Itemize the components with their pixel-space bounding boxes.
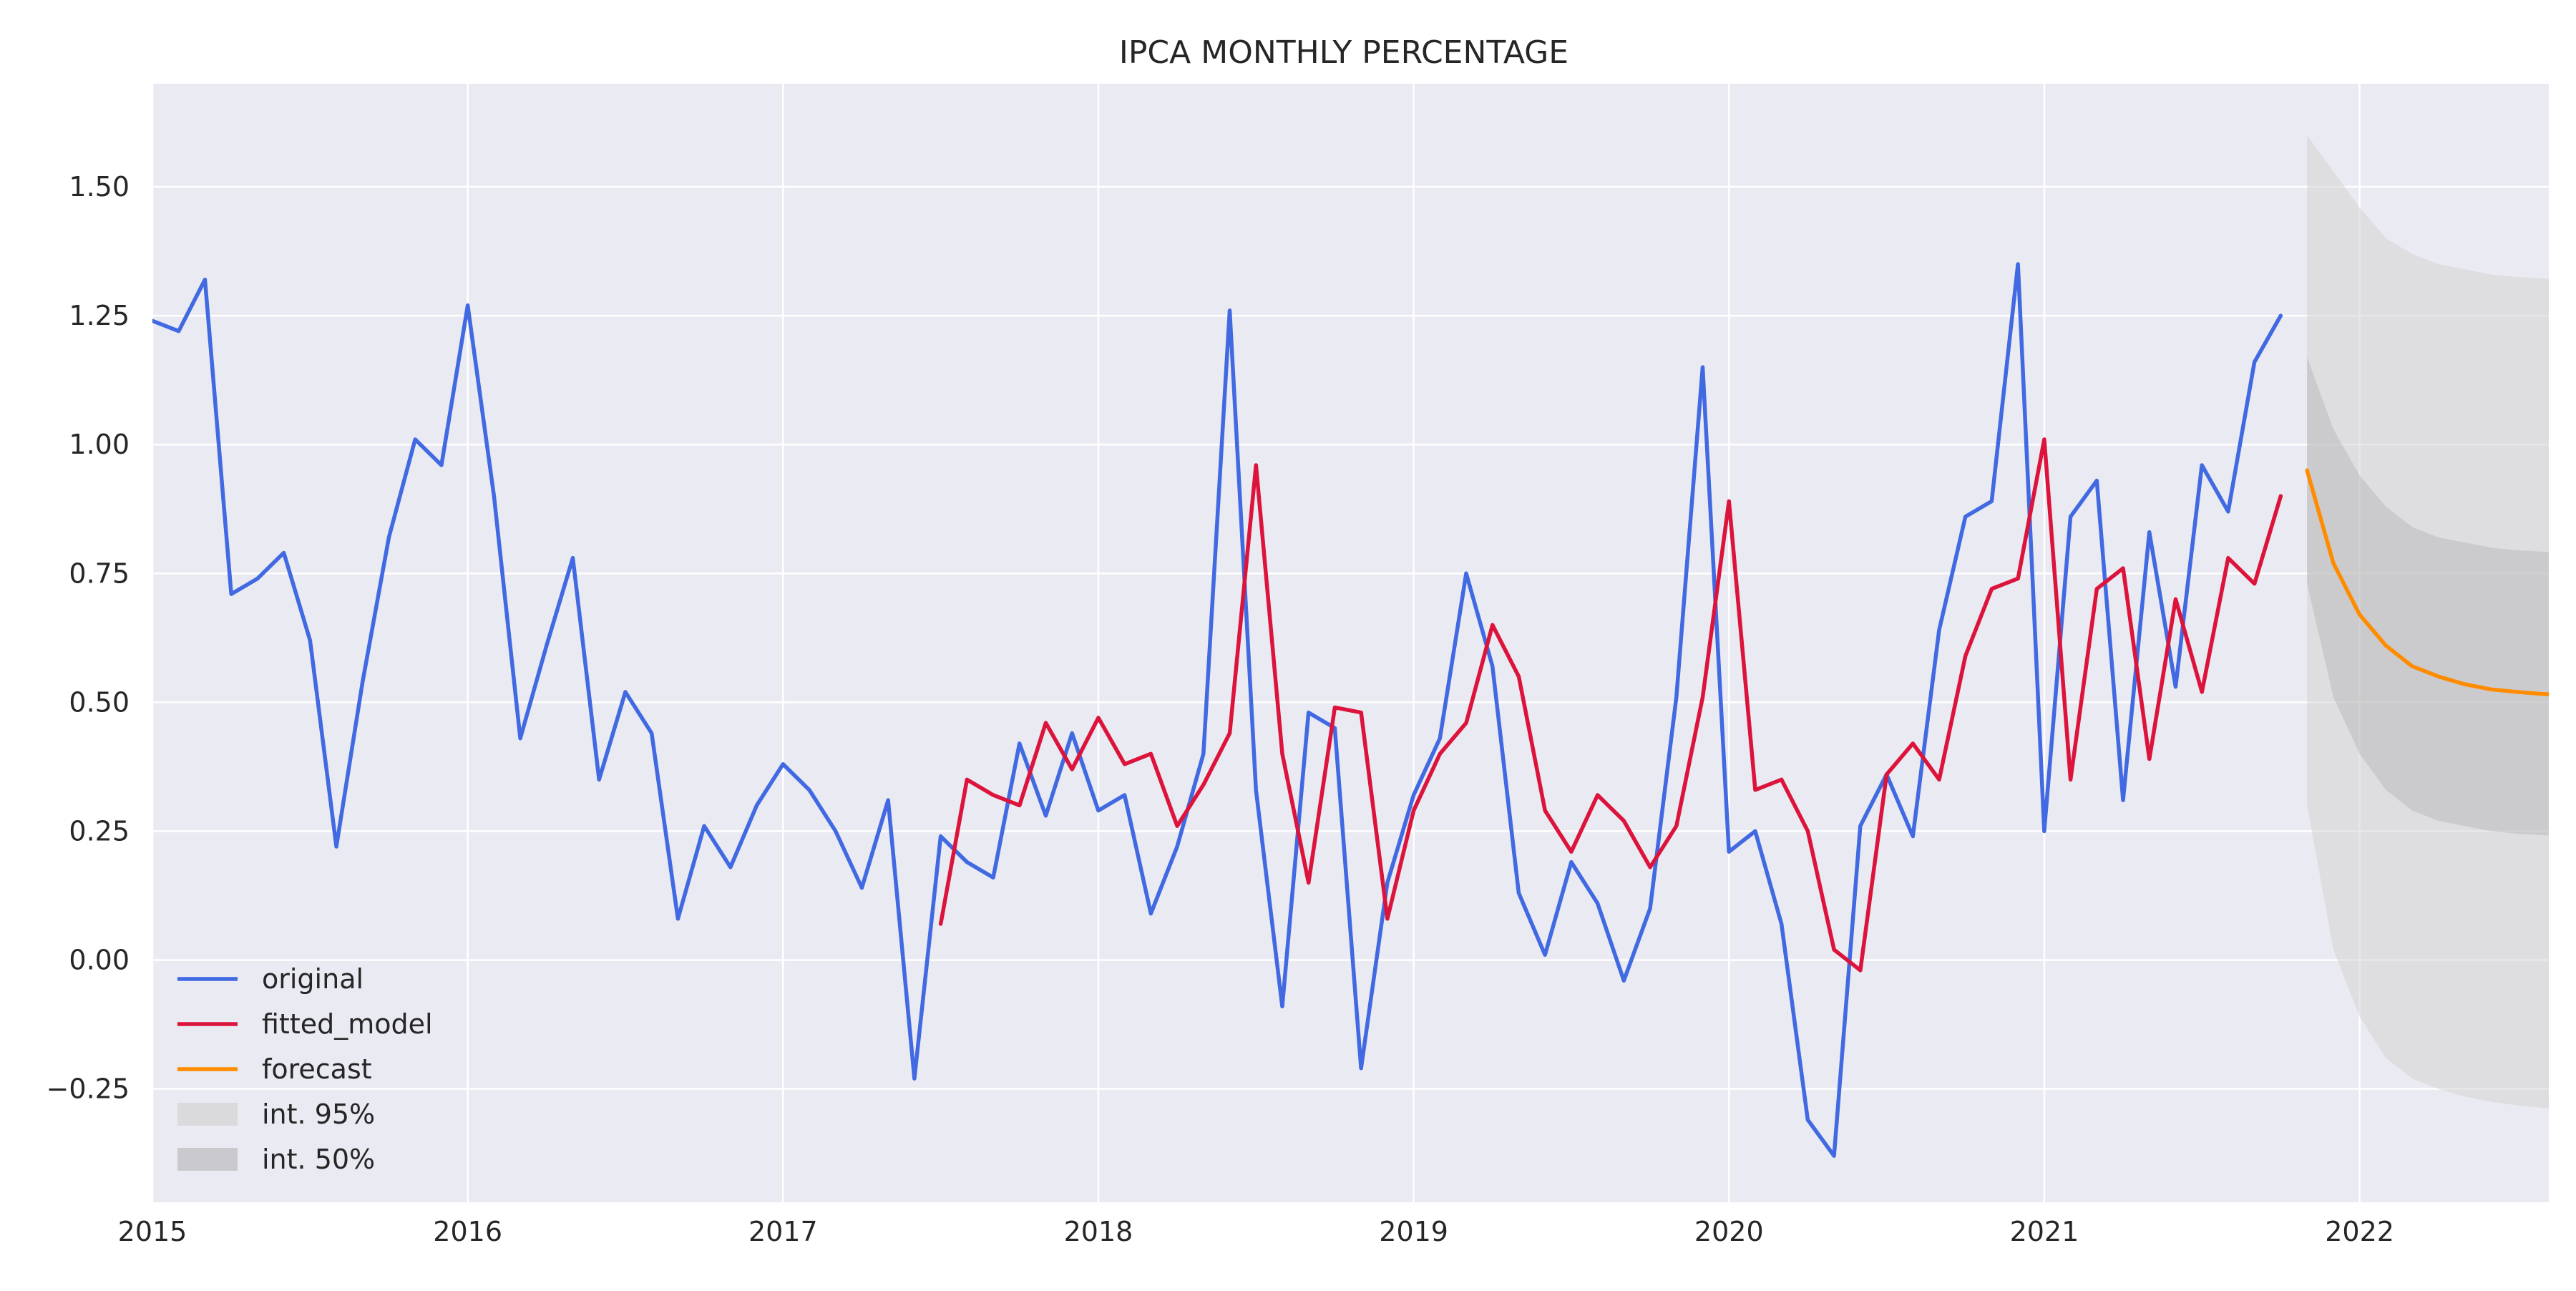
legend-label: forecast [262,1053,372,1085]
x-tick-label: 2021 [2010,1216,2079,1247]
y-tick-label: 0.50 [69,686,130,718]
y-tick-label: 0.00 [69,944,130,975]
y-tick-label: 1.50 [69,171,130,203]
series-line-forecast [2305,468,2549,696]
x-tick-label: 2018 [1064,1216,1133,1247]
y-tick-label: 0.25 [69,815,130,847]
plot-area [152,84,2549,1202]
x-tick-label: 2015 [118,1216,187,1247]
interval-band-95 [2307,135,2549,1109]
legend-swatch-int-50 [177,1148,238,1171]
chart-title: IPCA MONTHLY PERCENTAGE [1119,34,1568,71]
x-tick-label: 2017 [748,1216,818,1247]
legend-swatch-int-95 [177,1103,238,1126]
legend-label: original [262,963,364,995]
legend-label: int. 50% [262,1144,375,1175]
legend-label: fitted_model [262,1008,433,1040]
legend-label: int. 95% [262,1098,375,1130]
x-tick-label: 2019 [1379,1216,1448,1247]
interval-band-50 [2307,356,2549,836]
series-line-original [152,262,2283,1158]
x-tick-label: 2016 [433,1216,502,1247]
y-tick-label: 0.75 [69,557,130,589]
legend: original fitted_model forecast int. 95% int.… [177,963,433,1175]
y-tick-label: 1.00 [69,429,130,460]
tick-labels: 2015 2016 2017 2018 2019 2020 2021 2022 −0.25 0.0… [47,171,2394,1247]
y-tick-label: 1.25 [69,300,130,331]
data-layer [152,135,2549,1158]
y-tick-label: −0.25 [47,1073,130,1105]
series-line-fitted-model [938,437,2283,973]
x-tick-label: 2022 [2325,1216,2394,1247]
x-tick-label: 2020 [1694,1216,1764,1247]
